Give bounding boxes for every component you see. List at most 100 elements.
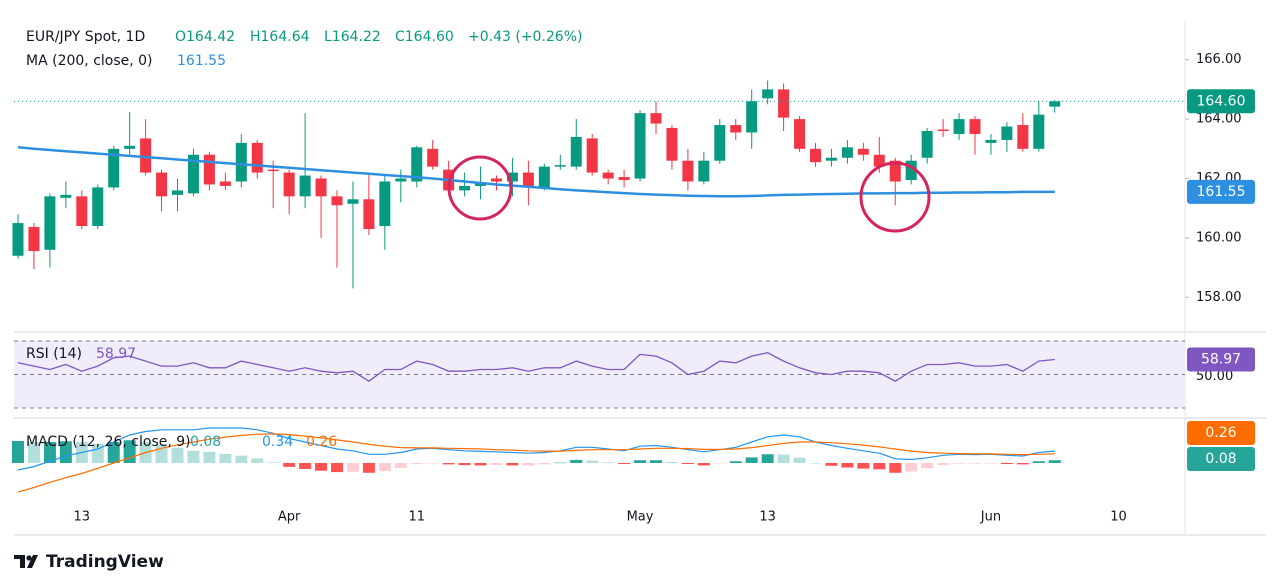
candle-body <box>778 89 790 118</box>
macd-histogram-bar <box>91 443 104 463</box>
candle-body <box>682 160 694 182</box>
candle-body <box>283 172 295 197</box>
macd-histogram-bar <box>410 463 423 465</box>
candle-body <box>44 196 56 250</box>
candle-body <box>825 157 837 161</box>
macd-histogram-bar <box>187 450 200 463</box>
macd-histogram-bar <box>490 463 503 466</box>
macd-histogram-bar <box>251 458 264 463</box>
candle-body <box>889 160 901 182</box>
macd-histogram-bar <box>203 451 216 463</box>
ohlc-value: L164.22 <box>324 29 381 45</box>
macd-histogram-bar <box>474 463 487 466</box>
ma-label: MA (200, close, 0) <box>26 53 153 69</box>
candle-body <box>12 223 24 256</box>
candle-body <box>650 113 662 124</box>
candle-body <box>762 89 774 99</box>
signal-price-box <box>1187 421 1255 445</box>
macd-histogram-bar <box>905 463 918 472</box>
ohlc-value: +0.43 (+0.26%) <box>468 29 582 45</box>
macd-histogram-bar <box>681 463 694 465</box>
chart-title: EUR/JPY Spot, 1D <box>26 29 145 45</box>
y-tick-label: 166.00 <box>1196 52 1242 67</box>
candle-body <box>746 101 758 133</box>
candle-body <box>1017 125 1029 149</box>
macd-histogram-bar <box>586 460 599 463</box>
macd-histogram-bar <box>12 440 24 463</box>
macd-histogram-bar <box>825 463 838 466</box>
candle-body <box>602 172 614 179</box>
candle-body <box>491 178 502 182</box>
candle-body <box>28 226 40 251</box>
macd-histogram-bar <box>362 463 375 473</box>
x-tick-label: Apr <box>278 510 301 525</box>
ohlc-value: O164.42 <box>175 29 235 45</box>
macd-histogram-bar <box>1016 463 1029 465</box>
macd-histogram-bar <box>793 457 806 463</box>
ohlc-value: C164.60 <box>395 29 454 45</box>
macd-histogram-bar <box>777 454 790 463</box>
logo-dot <box>26 555 32 561</box>
x-tick-label: 11 <box>408 510 425 525</box>
x-tick-label: 13 <box>759 510 776 525</box>
candle-body <box>810 148 821 163</box>
macd-histogram-bar <box>602 462 615 463</box>
candle-body <box>1033 114 1045 149</box>
macd-histogram-bar <box>665 461 678 463</box>
candle-body <box>586 138 598 173</box>
macd-histogram-bar <box>107 442 120 463</box>
candle-body <box>1049 101 1061 107</box>
rsi-line <box>17 352 1055 382</box>
candle-body <box>299 175 311 197</box>
histogram-price-text: 0.08 <box>1205 451 1236 467</box>
macd-histogram-bar <box>331 463 343 473</box>
rsi-price-text: 58.97 <box>1201 351 1241 367</box>
candle-body <box>60 194 72 198</box>
macd-histogram-bar <box>283 463 296 467</box>
candle-body <box>905 160 917 180</box>
candle-body <box>969 119 981 134</box>
macd-histogram-bar <box>506 463 519 466</box>
candle-body <box>522 172 534 188</box>
macd-histogram-bar <box>1000 463 1013 465</box>
x-tick-label: May <box>627 510 654 525</box>
macd-histogram-bar <box>713 463 726 464</box>
candle-body <box>124 145 136 149</box>
candle-body <box>203 154 215 185</box>
macd-histogram-bar <box>729 461 742 463</box>
candle-body <box>156 172 168 197</box>
macd-histogram-bar <box>984 463 997 464</box>
candle-body <box>411 147 423 182</box>
macd-histogram-bar <box>522 463 535 466</box>
macd-histogram-bar <box>889 463 902 473</box>
candle-body <box>395 178 407 182</box>
ohlc-value: H164.64 <box>250 29 310 45</box>
macd-histogram-bar <box>299 463 312 469</box>
y-tick-label: 158.00 <box>1196 290 1242 305</box>
x-tick-label: 10 <box>1110 510 1127 525</box>
macd-histogram-bar <box>937 463 950 466</box>
x-tick-label: Jun <box>980 510 1001 525</box>
candle-body <box>666 128 678 161</box>
macd-histogram-bar <box>554 462 567 464</box>
macd-histogram-bar <box>650 460 662 463</box>
signal-line <box>17 433 1055 493</box>
candle-body <box>794 119 806 149</box>
macd-histogram-bar <box>570 459 583 463</box>
candle-body <box>140 138 152 173</box>
ma-line <box>17 146 1055 198</box>
ma-value: 161.55 <box>177 53 226 69</box>
candle-body <box>331 196 343 206</box>
candle-body <box>538 166 550 188</box>
candle-body <box>251 142 263 173</box>
plot-area <box>12 59 1189 493</box>
candle-body <box>570 136 582 167</box>
branding: TradingView <box>46 552 164 572</box>
macd-histogram-bar <box>921 463 934 469</box>
candle-body <box>873 154 885 167</box>
macd-histogram-bar <box>43 442 56 463</box>
logo-mark <box>14 555 38 568</box>
macd-histogram-bar <box>171 447 184 463</box>
candle-body <box>235 142 247 182</box>
ma-price-box <box>1187 179 1255 204</box>
